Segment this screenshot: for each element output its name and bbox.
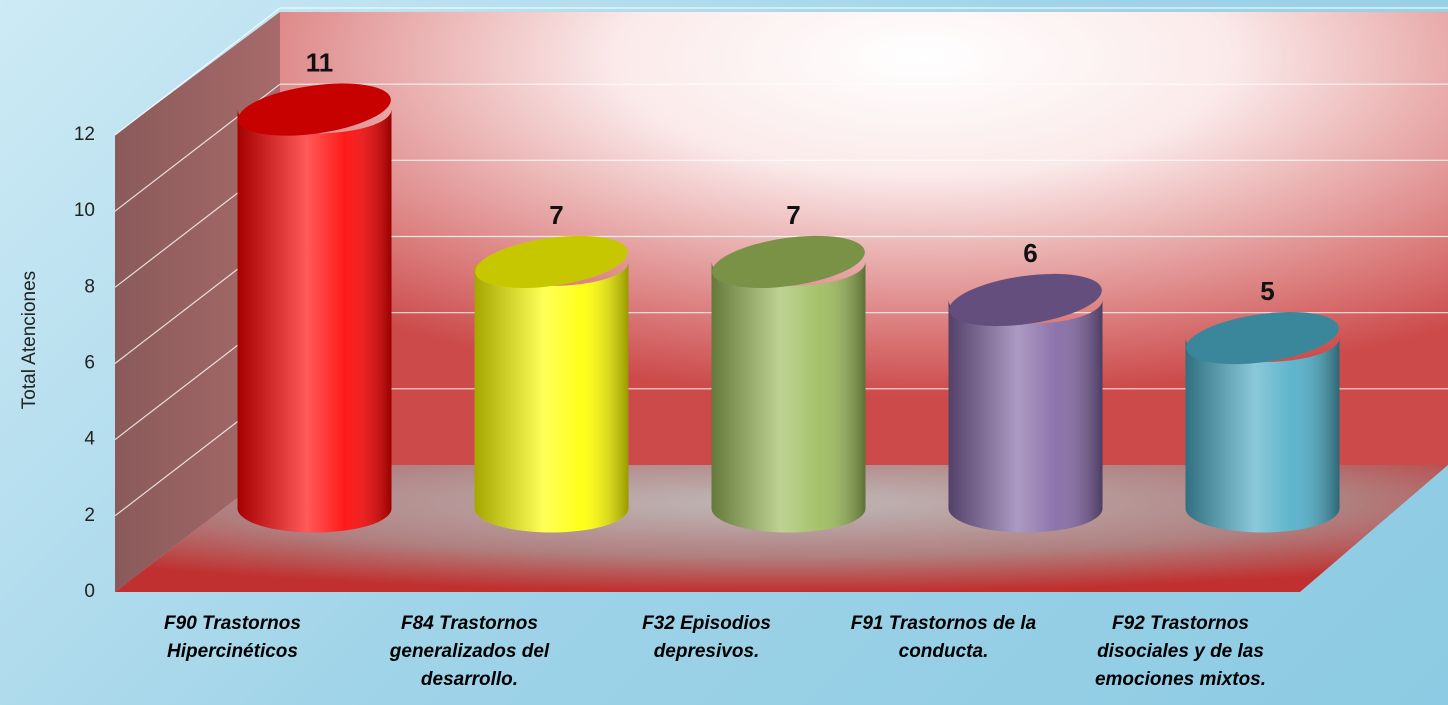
cylinder-top <box>1186 312 1339 365</box>
value-label: 7 <box>786 200 800 230</box>
cylinder-top-shade <box>475 235 628 288</box>
cylinder-shade <box>948 300 1103 533</box>
value-label: 11 <box>306 47 334 77</box>
cylinder-top-shade <box>949 273 1102 327</box>
y-tick-label: 4 <box>84 429 95 450</box>
y-tick-label: 0 <box>84 581 95 602</box>
y-tick-label: 6 <box>84 353 95 374</box>
cylinder-top-shade <box>712 235 865 288</box>
grid-line <box>114 7 281 136</box>
cylinder-top <box>712 235 865 288</box>
y-tick-label: 10 <box>74 200 95 221</box>
x-tick-label: F92 Trastornos disociales y de las emoci… <box>1094 613 1267 690</box>
cylinder-shade <box>1185 338 1340 533</box>
cylinder-top <box>475 235 628 288</box>
cylinder-top <box>949 273 1102 327</box>
x-tick-label: F32 Episodios depresivos. <box>642 613 771 662</box>
value-label: 6 <box>1023 238 1037 268</box>
y-axis-label: Total Atenciones <box>19 271 40 409</box>
x-tick-label: F91 Trastornos de la conducta. <box>850 613 1037 662</box>
cylinder-top-shade <box>1186 312 1339 365</box>
y-tick-label: 12 <box>74 124 95 145</box>
value-label: 5 <box>1260 276 1274 306</box>
y-tick-label: 2 <box>84 505 95 526</box>
cylinder-top <box>238 83 391 136</box>
cylinder-shade <box>474 261 629 533</box>
value-label: 7 <box>549 200 563 230</box>
cylinder-shade <box>237 109 392 533</box>
cylinder-shade <box>711 261 866 533</box>
x-tick-label: F84 Trastornos generalizados del desarro… <box>389 613 550 690</box>
cylinder-top-shade <box>238 83 391 136</box>
y-tick-label: 8 <box>84 276 95 297</box>
x-tick-label: F90 Trastornos Hipercinéticos <box>164 613 301 662</box>
